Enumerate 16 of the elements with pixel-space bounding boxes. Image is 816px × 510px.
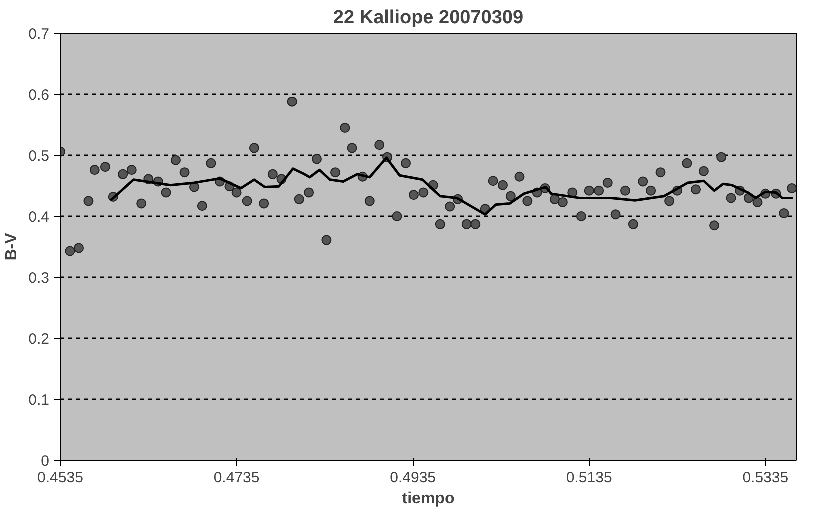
x-tick-label: 0.4535 [38,470,84,486]
x-axis-title: tiempo [402,490,455,508]
y-tick-label: 0.2 [28,331,50,348]
y-tick-label: 0.6 [28,87,50,104]
x-tick-label: 0.5135 [566,470,612,486]
y-tick-label: 0.3 [28,270,50,287]
y-tick-label: 0 [41,453,50,470]
y-tick-label: 0.1 [28,392,50,409]
x-tick-label: 0.4935 [390,470,436,486]
y-tick-label: 0.5 [28,148,50,165]
y-tick-label: 0.4 [28,209,50,226]
x-tick-label: 0.5335 [742,470,789,486]
x-tick-label: 0.4735 [214,470,260,486]
y-axis-title: B-V [4,232,21,261]
y-tick-label: 0.7 [28,26,50,43]
chart-title: 22 Kalliope 20070309 [333,8,524,28]
